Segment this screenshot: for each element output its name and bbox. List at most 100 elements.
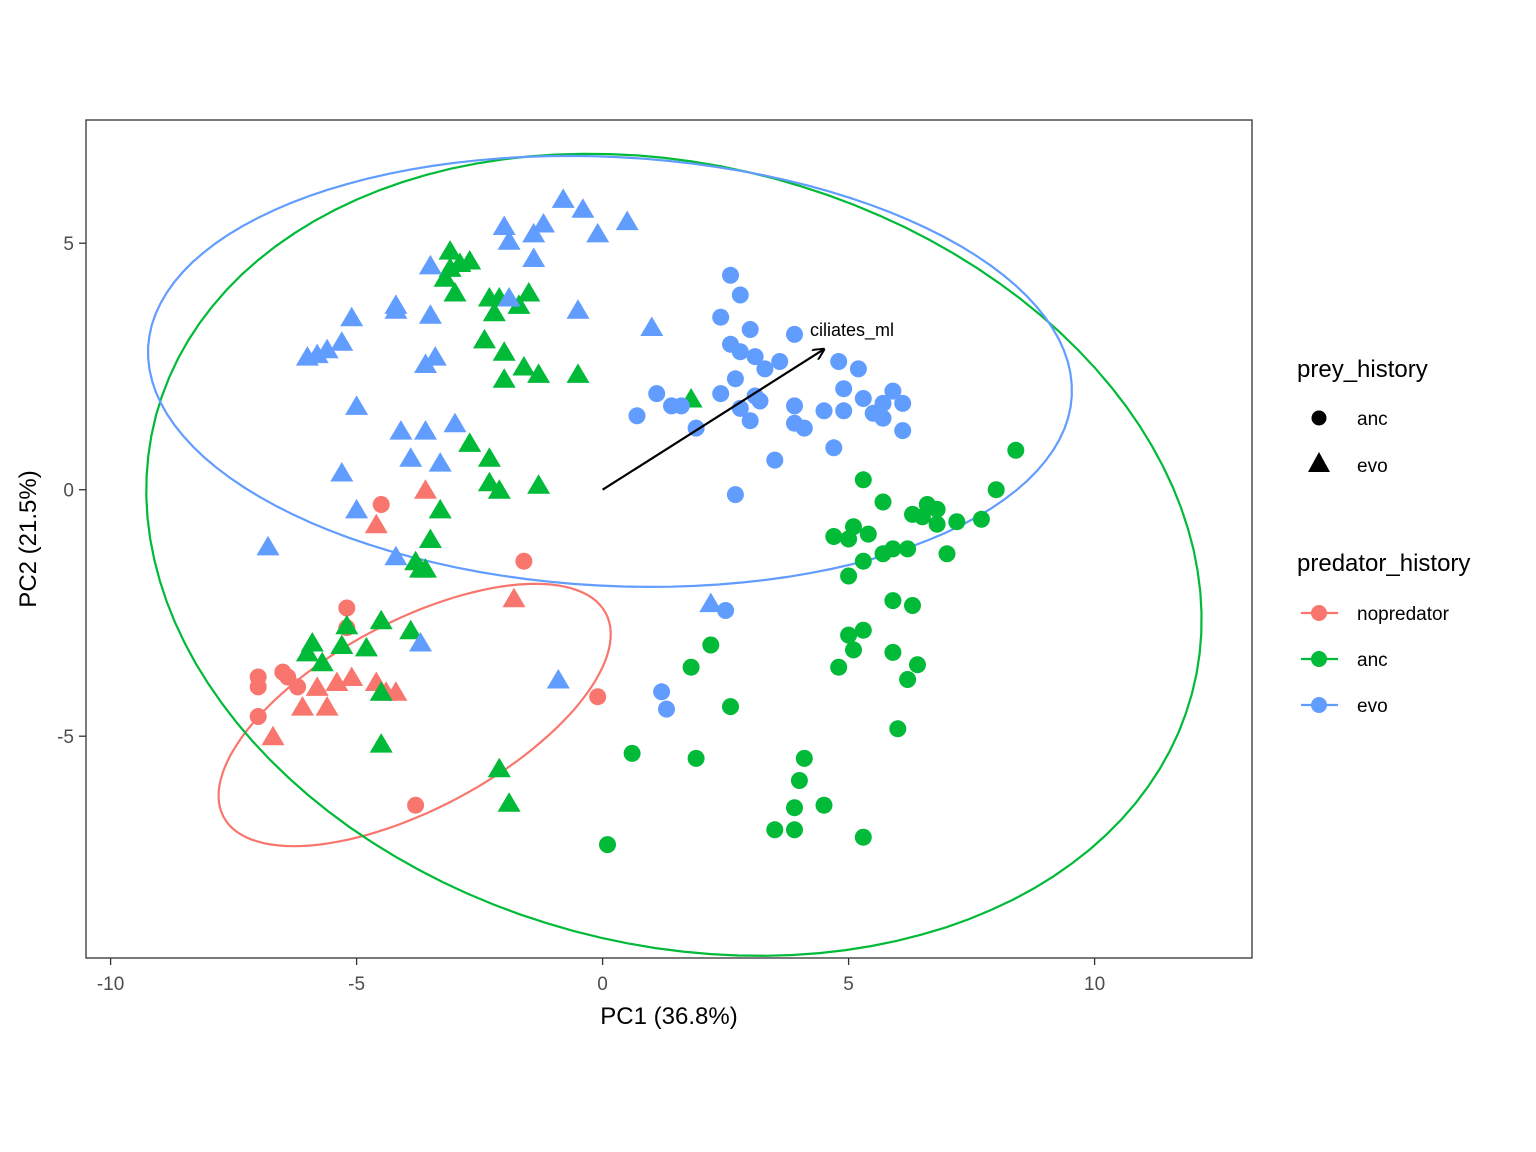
point-anc-evo <box>330 634 354 654</box>
point-anc-anc <box>909 656 926 674</box>
point-evo-evo <box>330 331 354 351</box>
y-tick-label: -5 <box>57 727 74 748</box>
ellipse-nopredator <box>217 582 612 848</box>
point-evo-anc <box>884 382 902 400</box>
point-evo-evo <box>546 669 570 689</box>
point-evo-anc <box>751 392 769 410</box>
point-anc-evo <box>310 651 334 672</box>
legend-key-dot-anc <box>1311 651 1327 667</box>
point-anc-evo <box>517 282 541 302</box>
point-evo-anc <box>628 407 646 425</box>
ellipse-anc <box>145 152 1203 957</box>
x-tick-label: 0 <box>597 974 608 995</box>
point-evo-evo <box>522 247 546 267</box>
point-anc-evo <box>418 528 442 548</box>
point-anc-anc <box>928 515 946 533</box>
point-nopredator-evo <box>340 666 364 686</box>
point-anc-anc <box>840 626 858 644</box>
legend-key-dot-evo <box>1311 697 1327 713</box>
point-evo-evo <box>330 462 354 482</box>
x-axis-title: PC1 (36.8%) <box>600 1003 737 1030</box>
point-evo-anc <box>712 385 730 403</box>
point-evo-evo <box>699 592 723 613</box>
data-points <box>249 188 1025 854</box>
point-evo-anc <box>786 325 803 343</box>
point-anc-anc <box>1007 441 1025 459</box>
point-anc-anc <box>702 636 720 654</box>
point-evo-evo <box>384 545 408 566</box>
point-anc-anc <box>786 821 803 839</box>
legend-label-predator-anc: anc <box>1357 650 1388 671</box>
point-evo-evo <box>586 222 610 243</box>
point-anc-evo <box>492 368 516 388</box>
point-evo-evo <box>414 353 437 373</box>
point-anc-anc <box>623 744 641 762</box>
point-evo-anc <box>830 353 848 370</box>
point-anc-evo <box>354 636 378 657</box>
point-anc-anc <box>845 641 862 659</box>
point-anc-anc <box>845 518 862 536</box>
point-anc-evo <box>492 341 516 361</box>
point-evo-anc <box>849 360 867 378</box>
point-evo-anc <box>731 343 749 361</box>
point-anc-anc <box>859 525 877 543</box>
point-anc-anc <box>972 510 990 528</box>
point-anc-anc <box>682 658 700 676</box>
point-nopredator-anc <box>338 599 356 617</box>
legend-label-prey-evo: evo <box>1357 456 1388 477</box>
point-evo-anc <box>712 308 730 326</box>
loading-arrow <box>602 349 824 491</box>
point-evo-evo <box>492 215 516 235</box>
point-evo-evo <box>497 287 521 307</box>
point-evo-evo <box>551 188 575 208</box>
point-evo-anc <box>726 370 744 388</box>
point-nopredator-anc <box>515 552 533 570</box>
point-anc-anc <box>815 796 833 814</box>
point-evo-evo <box>566 299 590 319</box>
ellipse-evo <box>146 154 1073 589</box>
point-nopredator-anc <box>372 496 390 513</box>
point-evo-evo <box>414 420 437 440</box>
x-axis: -10 -5 0 5 10 <box>97 958 1105 995</box>
point-anc-anc <box>766 821 784 839</box>
point-anc-anc <box>687 749 705 767</box>
point-evo-evo <box>345 395 369 415</box>
point-evo-evo <box>389 420 413 440</box>
point-evo-anc <box>741 412 759 430</box>
point-anc-evo <box>458 432 482 452</box>
point-anc-evo <box>369 733 393 753</box>
point-nopredator-evo <box>315 696 339 716</box>
point-evo-anc <box>731 286 749 304</box>
point-nopredator-evo <box>325 671 349 691</box>
point-evo-anc <box>717 602 735 619</box>
point-evo-anc <box>786 397 803 415</box>
point-anc-anc <box>795 749 813 767</box>
legend-title-prey-history: prey_history <box>1297 356 1428 383</box>
point-nopredator-evo <box>364 513 388 534</box>
point-evo-evo <box>256 535 280 556</box>
legend-title-predator-history: predator_history <box>1297 550 1470 577</box>
point-evo-anc <box>658 700 675 718</box>
point-evo-evo <box>532 213 555 233</box>
point-anc-evo <box>335 614 359 635</box>
point-evo-anc <box>726 486 744 504</box>
point-anc-anc <box>889 720 907 738</box>
point-evo-anc <box>722 266 739 284</box>
point-anc-evo <box>482 301 506 322</box>
point-evo-evo <box>640 316 664 336</box>
point-nopredator-evo <box>305 676 329 696</box>
point-anc-evo <box>414 558 437 578</box>
point-evo-evo <box>345 498 369 519</box>
legend-label-nopredator: nopredator <box>1357 604 1450 625</box>
point-anc-anc <box>840 567 858 585</box>
point-anc-evo <box>443 282 467 302</box>
x-tick-label: -10 <box>97 974 124 995</box>
point-anc-anc <box>884 540 902 558</box>
x-tick-label: 10 <box>1084 974 1105 995</box>
point-anc-anc <box>854 828 872 846</box>
point-anc-evo <box>487 479 511 499</box>
point-anc-evo <box>399 619 423 640</box>
point-anc-anc <box>987 481 1005 499</box>
point-evo-anc <box>741 321 759 338</box>
